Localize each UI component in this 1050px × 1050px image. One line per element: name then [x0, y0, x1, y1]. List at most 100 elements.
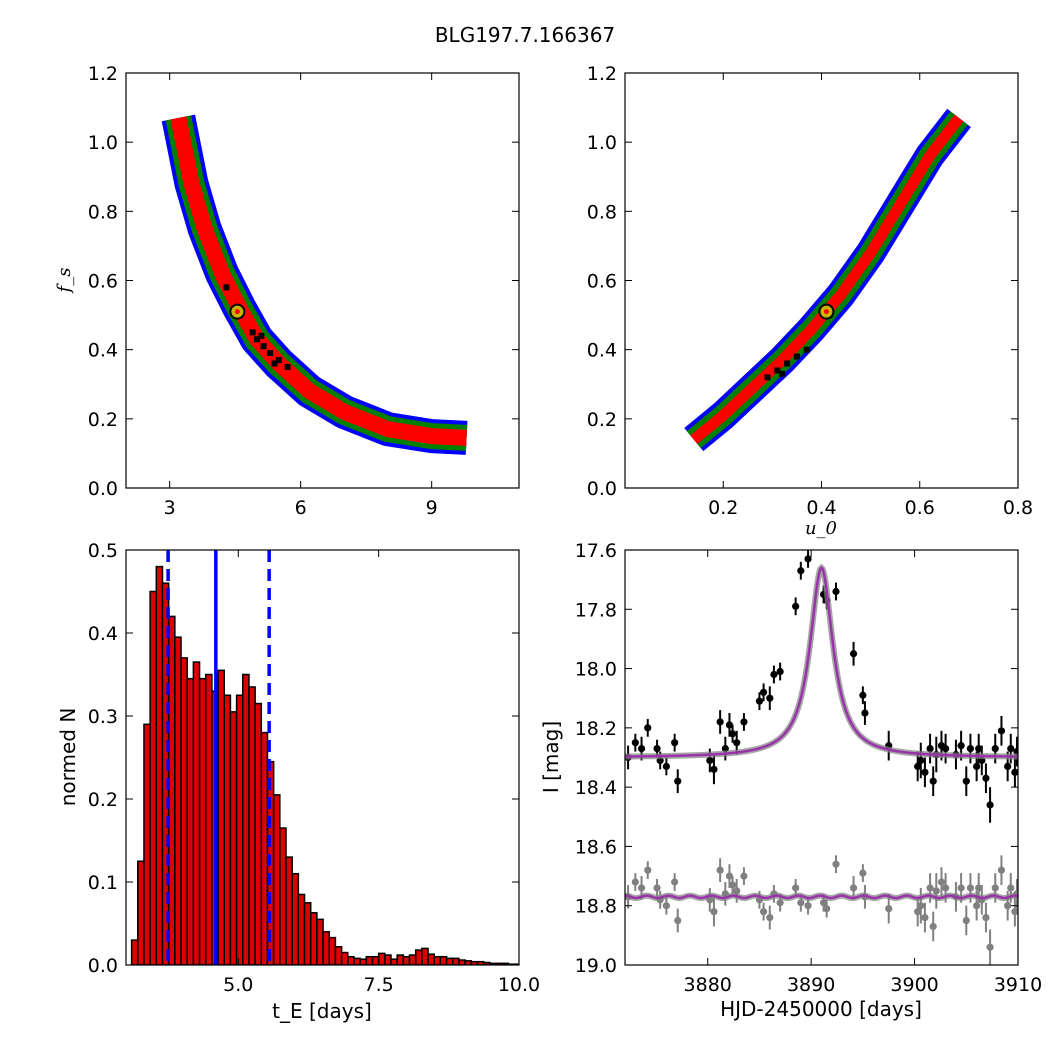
histogram-bar [309, 911, 318, 965]
plot-area [625, 550, 1018, 965]
best-models-cell [764, 374, 771, 381]
y-tick-label: 18.2 [575, 718, 617, 740]
y-tick-label: 0.4 [88, 623, 118, 645]
histogram-bar [316, 918, 324, 965]
best-models-cell [784, 360, 791, 367]
y-tick-label: 0.4 [88, 340, 118, 362]
data-point [859, 691, 867, 699]
residual-point [728, 881, 737, 889]
residual-point [804, 902, 812, 910]
y-tick-label: 1.0 [587, 132, 617, 154]
histogram-bar [149, 590, 158, 965]
residual-point [644, 866, 652, 874]
residual-model-curve [625, 894, 1018, 900]
data-point [631, 739, 639, 747]
data-point [1007, 745, 1015, 753]
histogram-bar [297, 893, 306, 965]
x-tick-label: 3910 [994, 974, 1042, 996]
data-point [957, 742, 965, 750]
residual-point [674, 916, 682, 925]
residual-point [937, 878, 946, 886]
histogram-bar [414, 949, 423, 965]
histogram-bar [291, 872, 300, 965]
data-point [674, 777, 682, 785]
residual-point [926, 884, 934, 892]
residual-point [1004, 902, 1012, 910]
histogram-bar [390, 958, 398, 965]
residual-point [766, 913, 774, 922]
y-tick-label: 0.3 [88, 706, 118, 728]
data-point [644, 724, 652, 732]
data-point [653, 745, 661, 753]
x-tick-label: 3890 [787, 974, 835, 996]
histogram-bar [328, 936, 337, 965]
residual-point [725, 872, 734, 880]
data-point [671, 739, 679, 747]
data-point [917, 756, 925, 765]
y-tick-label: 18.8 [575, 896, 617, 918]
histogram-bar [408, 954, 417, 965]
histogram-bar [433, 955, 442, 965]
plot-area [130, 550, 519, 965]
plot-frame [624, 549, 1019, 966]
histogram-bar [137, 860, 145, 965]
data-point [986, 801, 994, 809]
y-axis-label: normed N [56, 708, 80, 807]
data-point [861, 709, 869, 717]
residual-point [859, 869, 867, 877]
residual-point [973, 902, 981, 910]
data-point [926, 745, 934, 753]
histogram-bar [248, 686, 256, 965]
histogram-bar [161, 582, 170, 965]
data-point [755, 697, 764, 705]
data-point [1011, 768, 1018, 776]
residual-point [885, 905, 893, 913]
residual-point [671, 878, 679, 886]
histogram-bar [322, 931, 330, 965]
data-point [662, 762, 670, 770]
y-tick-label: 17.8 [575, 599, 617, 621]
histogram-bar [174, 636, 182, 965]
data-point [716, 718, 724, 726]
residual-point [929, 922, 937, 931]
plot-area [684, 108, 971, 452]
data-point [792, 602, 800, 610]
residual-point [637, 884, 646, 892]
residual-point [997, 866, 1006, 874]
residual-point [942, 884, 950, 892]
residual-point [921, 913, 929, 922]
histogram-bar [347, 955, 355, 965]
data-point [706, 756, 714, 765]
figure-title: BLG197.7.166367 [435, 23, 615, 47]
data-point [991, 745, 999, 753]
y-tick-label: 0.2 [587, 409, 617, 431]
panel-lightcurve: 3880 3890 3900 3910 17.6 17.8 18.0 18.2 18.4 18.6… [539, 540, 1042, 1021]
y-tick-label: 18.0 [575, 659, 617, 681]
histogram-bar [365, 955, 374, 965]
y-tick-label: 0.5 [88, 540, 118, 562]
plot-frame [125, 72, 520, 489]
best-fit-center [234, 309, 240, 315]
best-models-cell [271, 360, 278, 367]
x-tick-label: 0.2 [708, 497, 738, 519]
panel-tE-fs: 3 6 9 0.0 0.2 0.4 0.6 0.8 1.0 1.2 f_s [54, 63, 520, 519]
y-tick-label: 18.6 [575, 836, 617, 858]
best-models-cell [284, 363, 291, 370]
data-point [966, 745, 975, 753]
model-curve [625, 566, 1018, 758]
plot-frame [125, 549, 520, 966]
y-tick-label: 0.0 [88, 478, 118, 500]
data-point [914, 762, 922, 770]
data-point [982, 774, 990, 782]
panel-u0-fs: 0.2 0.4 0.6 0.8 0.0 0.2 0.4 0.6 0.8 1.0 1.2 u_0 [587, 63, 1033, 539]
panel-tE-hist: 5.0 7.5 10.0 0.0 0.1 0.2 0.3 0.4 0.5 t_E [days] no… [56, 540, 540, 1023]
histogram-bar [353, 957, 361, 965]
y-tick-label: 0.0 [88, 955, 118, 977]
histogram-bar [439, 955, 448, 965]
best-models-cell [254, 336, 260, 343]
plot-area [161, 114, 468, 455]
residual-point [932, 887, 940, 895]
histogram-bar [180, 657, 188, 965]
residual-point [982, 913, 990, 922]
data-point [728, 730, 737, 738]
